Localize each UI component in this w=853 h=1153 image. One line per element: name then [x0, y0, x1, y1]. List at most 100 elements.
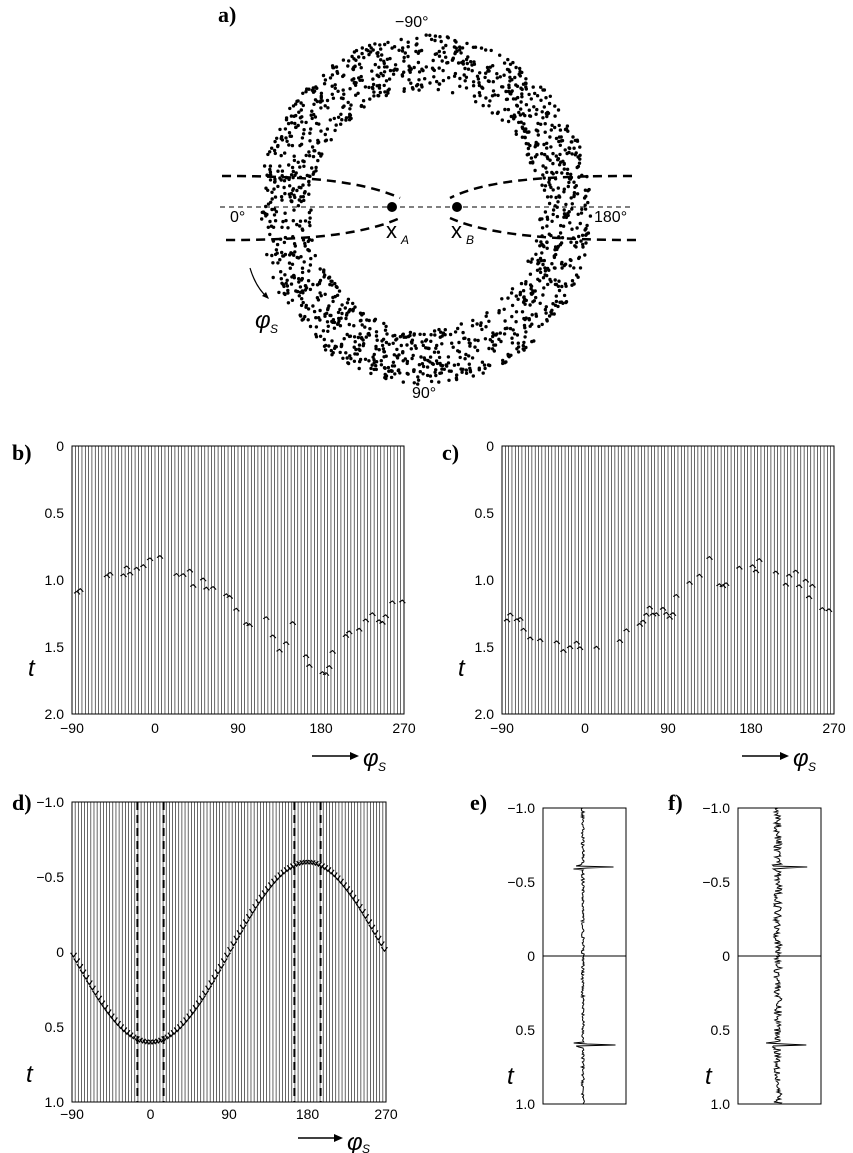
- source-dot: [575, 226, 579, 230]
- curve-wiggle: [201, 990, 209, 996]
- arrival-wiggle: [389, 600, 396, 605]
- source-dot: [375, 338, 379, 342]
- source-dot: [292, 208, 296, 212]
- curve-wiggle: [82, 974, 90, 981]
- curve-wiggle: [167, 1032, 175, 1038]
- source-dot: [531, 291, 535, 295]
- curve-wiggle: [195, 1000, 203, 1006]
- panel-c-arrowhead-icon: [780, 752, 789, 760]
- source-dot: [580, 233, 585, 237]
- source-dot: [323, 292, 327, 296]
- source-dot: [372, 90, 376, 94]
- source-dot: [402, 89, 406, 94]
- source-dot: [475, 348, 480, 353]
- arrival-wiggle: [73, 590, 81, 595]
- arrival-wiggle: [795, 584, 803, 589]
- source-dot: [536, 121, 540, 126]
- source-dot: [539, 240, 543, 244]
- source-dot: [464, 371, 469, 375]
- source-dot: [280, 138, 285, 142]
- curve-wiggle: [267, 882, 275, 888]
- curve-wiggle: [365, 919, 373, 925]
- source-dot: [559, 241, 564, 245]
- source-dot: [377, 65, 381, 70]
- source-dot: [568, 258, 572, 262]
- source-dot: [459, 51, 463, 55]
- source-dot: [286, 121, 291, 126]
- source-dot: [282, 185, 286, 190]
- source-dot: [545, 195, 550, 199]
- source-dot: [421, 68, 425, 73]
- source-dot: [383, 366, 387, 370]
- source-dot: [496, 110, 500, 114]
- source-dot: [549, 195, 553, 199]
- source-dot: [519, 100, 523, 104]
- source-dot: [561, 301, 565, 305]
- source-dot: [344, 118, 348, 122]
- source-dot: [529, 156, 534, 160]
- source-dot: [387, 87, 391, 91]
- source-dot: [500, 118, 504, 122]
- source-dot: [572, 180, 576, 184]
- source-dot: [549, 185, 553, 190]
- source-dot: [415, 36, 419, 41]
- x-tick-label: 180: [739, 720, 763, 736]
- source-dot: [401, 380, 405, 384]
- source-dot: [283, 211, 287, 215]
- source-dot: [522, 316, 526, 321]
- source-dot: [446, 361, 451, 365]
- source-dot: [570, 202, 574, 206]
- source-dot: [358, 311, 363, 315]
- source-dot: [536, 133, 540, 137]
- source-dot: [310, 238, 314, 242]
- source-dot: [408, 330, 413, 335]
- source-dot: [299, 108, 303, 112]
- curve-wiggle: [318, 863, 326, 869]
- arrival-wiggle: [639, 619, 647, 624]
- source-dot: [520, 126, 525, 130]
- source-dot: [547, 180, 551, 184]
- source-dot: [519, 86, 523, 90]
- source-dot: [479, 321, 483, 325]
- source-dot: [523, 326, 527, 330]
- source-dot: [373, 62, 377, 67]
- source-dot: [482, 363, 487, 367]
- source-dot: [533, 168, 537, 173]
- source-dot: [500, 85, 504, 89]
- source-dot: [447, 378, 451, 382]
- point-xa-subscript: A: [400, 233, 409, 247]
- source-dot: [506, 107, 511, 112]
- source-dot: [420, 362, 425, 366]
- source-dot: [311, 304, 315, 308]
- source-dot: [409, 347, 413, 351]
- source-dot: [467, 362, 471, 366]
- source-dot: [570, 279, 575, 283]
- source-dot: [453, 71, 458, 76]
- source-dot: [325, 127, 330, 131]
- source-dot: [390, 364, 395, 368]
- arrival-wiggle: [302, 654, 310, 659]
- source-dot: [471, 318, 475, 323]
- source-dot: [545, 146, 549, 150]
- source-dot: [565, 167, 570, 171]
- source-dot: [576, 212, 580, 216]
- source-dot: [337, 319, 341, 323]
- source-dot: [402, 335, 406, 339]
- arrival-wiggle: [233, 607, 240, 612]
- source-dot: [346, 297, 351, 301]
- source-dot: [556, 245, 560, 250]
- curve-wiggle: [227, 946, 235, 953]
- source-dot: [312, 149, 316, 153]
- panel-d-stationary-curve: [70, 859, 388, 1045]
- source-dot: [383, 328, 388, 332]
- y-tick-label: −1.0: [507, 800, 535, 816]
- source-dot: [303, 288, 308, 292]
- source-dot: [331, 320, 335, 324]
- source-dot: [381, 337, 386, 341]
- source-dot: [307, 154, 312, 158]
- source-dot: [465, 61, 469, 66]
- source-dot: [357, 55, 361, 59]
- source-dot: [538, 267, 542, 271]
- arrival-wiggle: [782, 582, 790, 587]
- source-dot: [307, 237, 312, 242]
